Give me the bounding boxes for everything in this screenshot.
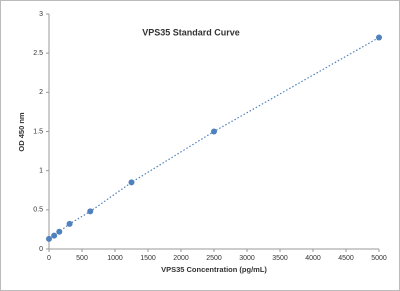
- y-tick-label: 1.5: [33, 128, 43, 135]
- y-axis-label: OD 450 nm: [17, 112, 26, 152]
- x-tick-label: 1000: [107, 255, 123, 262]
- y-tick-label: 0.5: [33, 207, 43, 214]
- chart-title: VPS35 Standard Curve: [142, 27, 240, 37]
- x-tick-label: 2000: [173, 255, 189, 262]
- x-tick-label: 3000: [239, 255, 255, 262]
- x-axis-label: VPS35 Concentration (pg/mL): [161, 265, 267, 274]
- y-tick-label: 1: [39, 168, 43, 175]
- x-tick-label: 0: [47, 255, 51, 262]
- x-tick-label: 2500: [206, 255, 222, 262]
- x-tick-label: 4000: [305, 255, 321, 262]
- x-tick-label: 4500: [338, 255, 354, 262]
- x-tick-label: 3500: [272, 255, 288, 262]
- point: [376, 34, 382, 41]
- x-tick-label: 1500: [140, 255, 156, 262]
- y-tick-label: 0: [39, 246, 43, 253]
- point: [56, 228, 63, 235]
- y-tick-label: 3: [39, 11, 43, 18]
- point: [51, 232, 58, 239]
- y-tick-label: 2.5: [33, 50, 43, 57]
- point: [46, 235, 52, 242]
- x-tick-label: 5000: [371, 255, 387, 262]
- point: [128, 179, 135, 186]
- point: [66, 220, 73, 227]
- point: [211, 128, 217, 135]
- point: [87, 208, 94, 215]
- x-tick-label: 500: [76, 255, 88, 262]
- y-tick-label: 2: [39, 89, 43, 96]
